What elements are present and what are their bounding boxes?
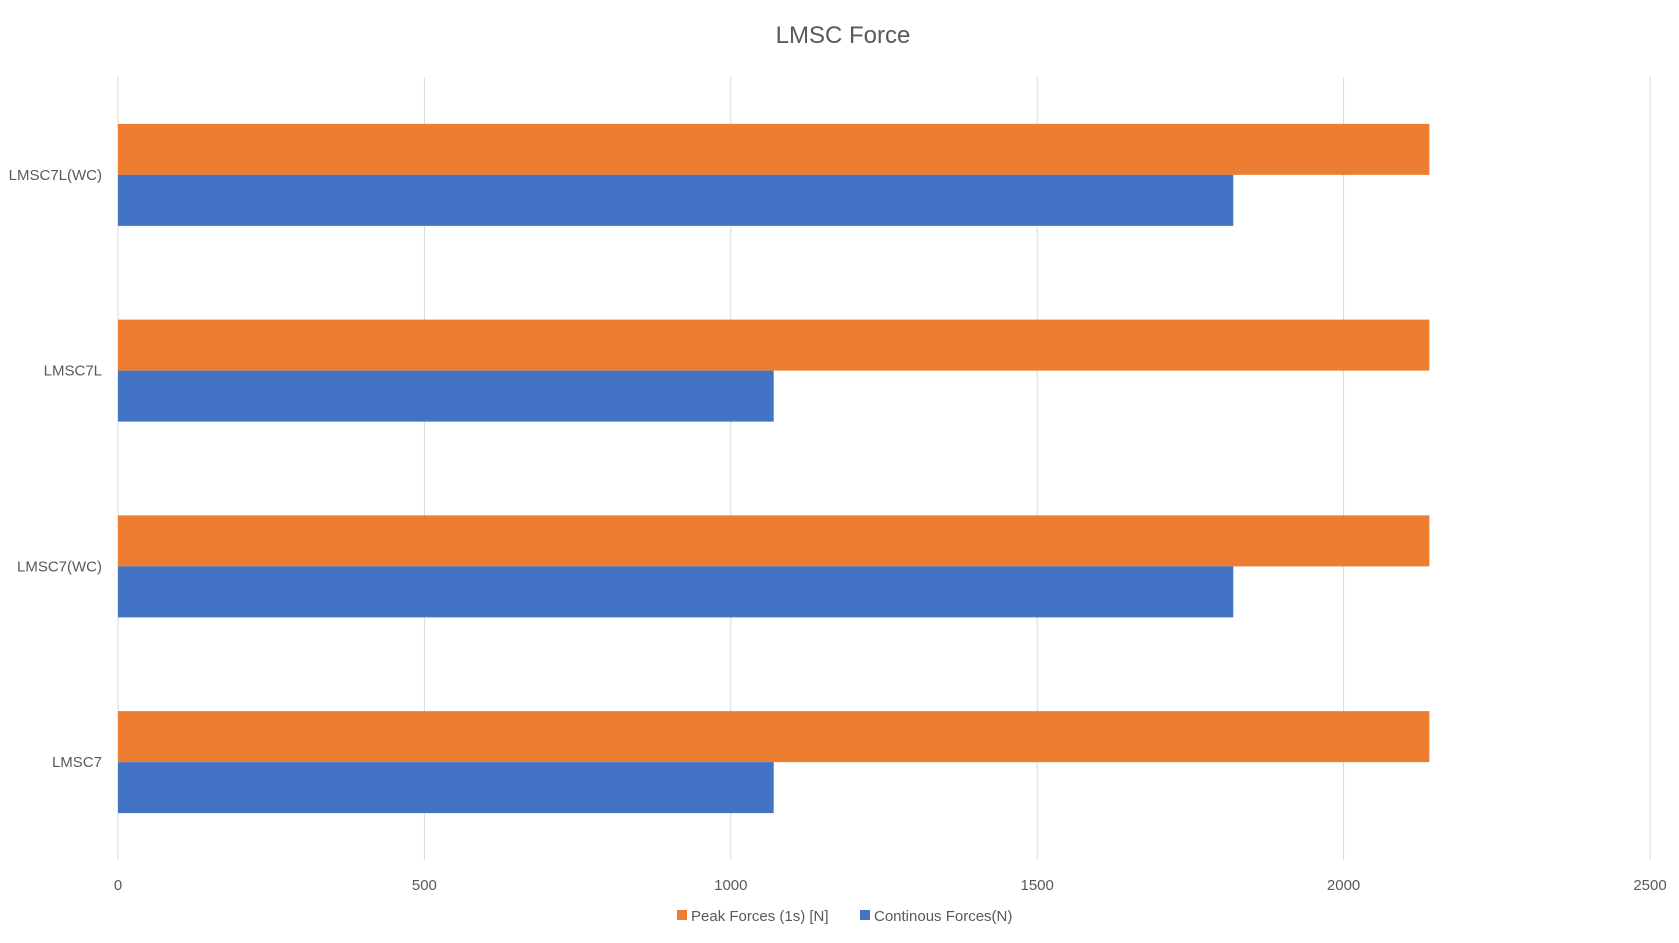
bar-peak-lmsc7l (118, 319, 1430, 371)
y-tick-label: LMSC7(WC) (17, 558, 102, 575)
x-tick-label: 1500 (1021, 877, 1054, 894)
bar-peak-lmsc7-wc (118, 515, 1430, 567)
y-tick-label: LMSC7L (44, 363, 102, 380)
chart-title: LMSC Force (776, 22, 911, 49)
bars (118, 123, 1430, 814)
bar-continuous-lmsc7-wc (118, 566, 1234, 618)
bar-continuous-lmsc7l-wc (118, 174, 1234, 226)
bar-continuous-lmsc7l (118, 370, 774, 422)
legend: Peak Forces (1s) [N] Continous Forces(N) (677, 908, 1012, 925)
legend-label: Continous Forces(N) (874, 908, 1012, 925)
legend-label: Peak Forces (1s) [N] (691, 908, 829, 925)
bar-peak-lmsc7 (118, 711, 1430, 763)
bar-peak-lmsc7l-wc (118, 123, 1430, 175)
x-tick-label: 2500 (1633, 877, 1666, 894)
legend-swatch (677, 910, 687, 920)
x-tick-label: 1000 (714, 877, 747, 894)
y-tick-label: LMSC7L(WC) (9, 167, 102, 184)
x-tick-label: 2000 (1327, 877, 1360, 894)
y-tick-label: LMSC7 (52, 754, 102, 771)
x-tick-label: 0 (114, 877, 122, 894)
bar-continuous-lmsc7 (118, 762, 774, 814)
x-tick-label: 500 (412, 877, 437, 894)
legend-swatch (860, 910, 870, 920)
y-axis-tick-labels: LMSC7 LMSC7(WC) LMSC7L LMSC7L(WC) (9, 167, 102, 771)
x-axis-tick-labels: 0 500 1000 1500 2000 2500 (114, 877, 1667, 894)
